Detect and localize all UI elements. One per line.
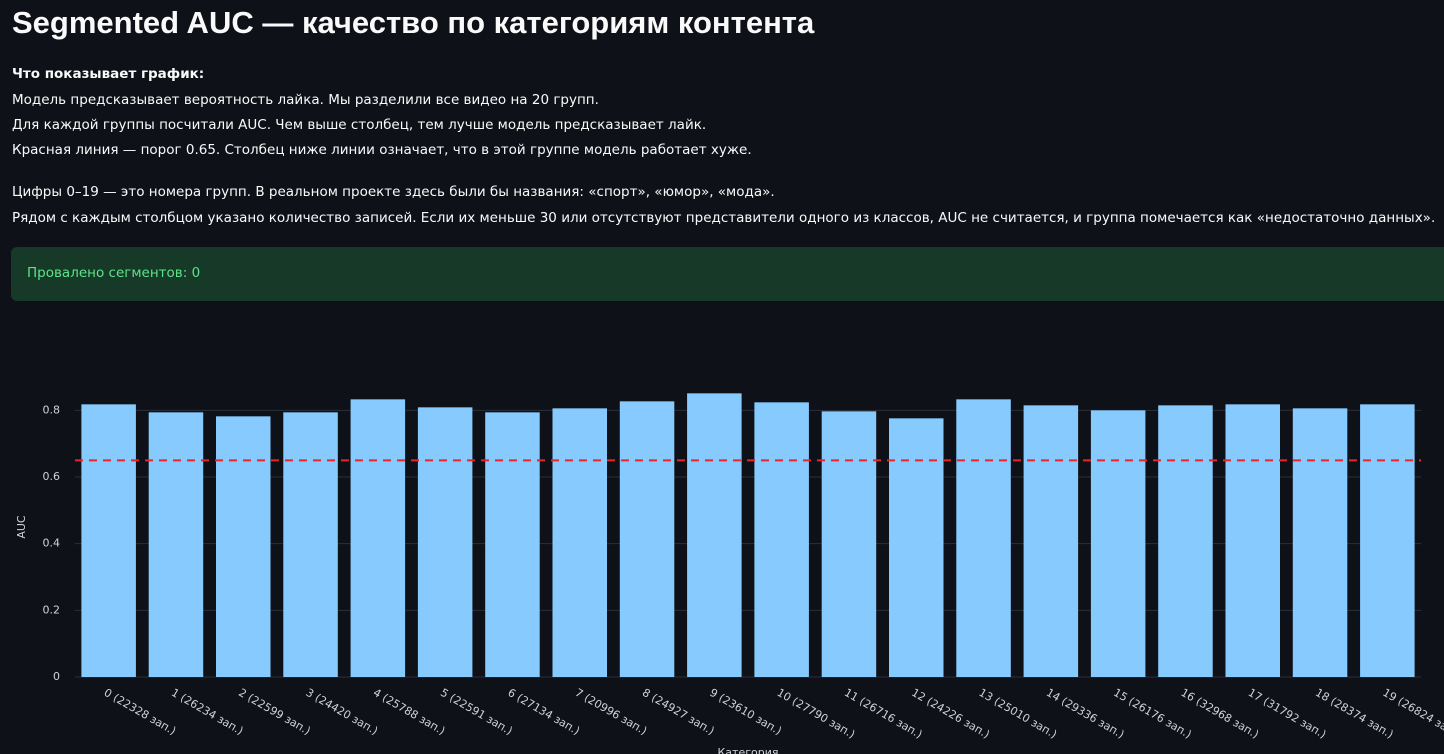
bar [1360, 404, 1415, 677]
bar [1225, 404, 1281, 677]
bar [1023, 405, 1079, 677]
bar [215, 416, 271, 677]
y-tick-label: 0 [53, 670, 60, 683]
success-alert: Провалено сегментов: 0 [11, 247, 1444, 301]
x-tick-label: 1 (26234 зап.) [169, 686, 246, 738]
bar [754, 402, 809, 677]
x-tick-label: 9 (23610 зап.) [707, 686, 784, 738]
x-axis-label: Категория [718, 746, 779, 754]
y-tick-label: 0.2 [43, 603, 61, 616]
bar [687, 393, 742, 677]
description-heading: Что показывает график: [12, 66, 205, 82]
note-line: Цифры 0–19 — это номера групп. В реально… [12, 184, 775, 200]
page-title: Segmented AUC — качество по категориям к… [12, 5, 815, 40]
alert-text: Провалено сегментов: 0 [27, 265, 201, 281]
x-tick-label: 8 (24927 зап.) [640, 686, 717, 738]
description-line: Для каждой группы посчитали AUC. Чем выш… [12, 117, 707, 133]
description-line: Модель предсказывает вероятность лайка. … [12, 92, 599, 108]
bar [821, 411, 877, 677]
note-line: Рядом с каждым столбцом указано количест… [12, 210, 1436, 226]
bar [1158, 405, 1213, 677]
bar [485, 412, 540, 677]
bar [148, 412, 204, 677]
bar [81, 404, 136, 677]
description-line: Красная линия — порог 0.65. Столбец ниже… [12, 142, 752, 158]
bar [1090, 410, 1146, 677]
y-tick-label: 0.4 [43, 537, 61, 550]
x-tick-label: 3 (24420 зап.) [304, 686, 381, 738]
x-tick-label: 7 (20996 зап.) [573, 686, 650, 738]
bar [888, 418, 944, 677]
bar [1292, 408, 1348, 677]
bar [619, 401, 675, 677]
bar [956, 399, 1011, 677]
y-axis-label: AUC [15, 515, 28, 539]
bar [350, 399, 406, 677]
bar [417, 407, 473, 677]
x-tick-label: 6 (27134 зап.) [505, 686, 582, 738]
x-tick-label: 5 (22591 зап.) [438, 686, 515, 738]
x-tick-label: 0 (22328 зап.) [102, 686, 179, 738]
y-tick-label: 0.8 [43, 403, 61, 416]
x-tick-label: 2 (22599 зап.) [236, 686, 313, 738]
bar [552, 408, 608, 677]
y-tick-label: 0.6 [43, 470, 61, 483]
bar [283, 412, 338, 677]
x-tick-label: 4 (25788 зап.) [371, 686, 448, 738]
